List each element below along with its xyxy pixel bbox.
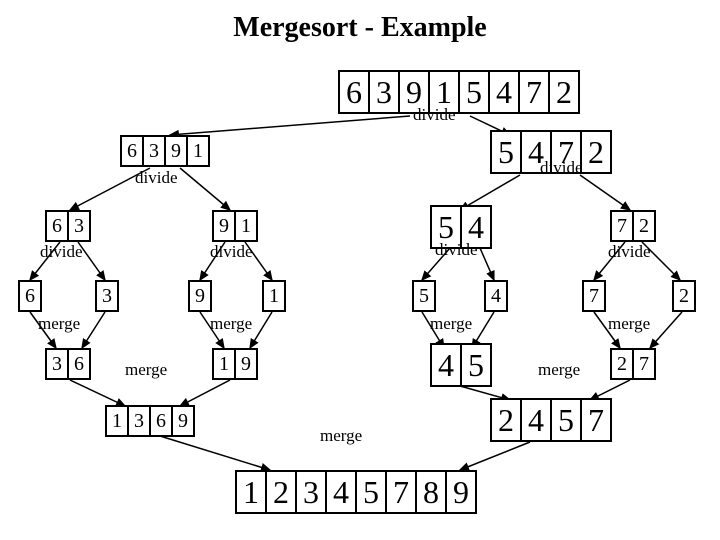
array-box-root: 63915472 xyxy=(338,70,580,114)
array-box-RRb: 2 xyxy=(672,280,696,312)
arrow xyxy=(180,380,230,406)
op-label-merge_RR: merge xyxy=(608,314,650,334)
cell: 2 xyxy=(267,472,297,512)
cell: 1 xyxy=(107,407,129,435)
array-box-LRa: 9 xyxy=(188,280,212,312)
cell: 3 xyxy=(144,137,166,165)
array-box-LLb: 3 xyxy=(95,280,119,312)
cell: 2 xyxy=(674,282,694,310)
cell: 7 xyxy=(612,212,634,240)
cell: 4 xyxy=(327,472,357,512)
array-box-RLa: 5 xyxy=(412,280,436,312)
array-box-RLb: 4 xyxy=(484,280,508,312)
cell: 6 xyxy=(151,407,173,435)
cell: 3 xyxy=(97,282,117,310)
cell: 3 xyxy=(129,407,151,435)
cell: 2 xyxy=(492,400,522,440)
op-label-divide_root: divide xyxy=(413,105,456,125)
cell: 9 xyxy=(447,472,475,512)
op-label-divide_RR: divide xyxy=(608,242,651,262)
cell: 9 xyxy=(190,282,210,310)
op-label-divide_L: divide xyxy=(135,168,178,188)
op-label-merge_final: merge xyxy=(320,426,362,446)
op-label-merge_R: merge xyxy=(538,360,580,380)
array-box-LRb: 1 xyxy=(262,280,286,312)
op-label-merge_LR: merge xyxy=(210,314,252,334)
array-box-mRR: 27 xyxy=(610,348,656,380)
arrow xyxy=(82,312,105,348)
arrow xyxy=(590,380,630,400)
array-box-LR: 91 xyxy=(212,210,258,242)
op-label-merge_RL: merge xyxy=(430,314,472,334)
cell: 5 xyxy=(492,132,522,172)
cell: 9 xyxy=(214,212,236,240)
arrow xyxy=(160,436,270,470)
cell: 7 xyxy=(582,400,610,440)
op-label-divide_LR: divide xyxy=(210,242,253,262)
cell: 5 xyxy=(357,472,387,512)
cell: 6 xyxy=(47,212,69,240)
arrow xyxy=(170,116,410,135)
cell: 1 xyxy=(264,282,284,310)
array-box-LL: 63 xyxy=(45,210,91,242)
op-label-divide_LL: divide xyxy=(40,242,83,262)
page-title: Mergesort - Example xyxy=(0,12,720,44)
cell: 4 xyxy=(486,282,506,310)
arrow xyxy=(460,442,530,470)
cell: 6 xyxy=(340,72,370,112)
cell: 6 xyxy=(20,282,40,310)
cell: 2 xyxy=(582,132,610,172)
cell: 7 xyxy=(584,282,604,310)
cell: 7 xyxy=(387,472,417,512)
cell: 3 xyxy=(370,72,400,112)
cell: 9 xyxy=(173,407,193,435)
op-label-divide_R: divide xyxy=(540,158,583,178)
arrow xyxy=(180,168,230,210)
arrow xyxy=(480,248,494,280)
cell: 2 xyxy=(634,212,654,240)
cell: 2 xyxy=(550,72,578,112)
cell: 2 xyxy=(612,350,634,378)
array-box-mR: 2457 xyxy=(490,398,612,442)
array-box-final: 12345789 xyxy=(235,470,477,514)
array-box-LLa: 6 xyxy=(18,280,42,312)
arrow xyxy=(580,175,630,210)
array-box-RRa: 7 xyxy=(582,280,606,312)
cell: 5 xyxy=(462,345,490,385)
arrow xyxy=(650,312,682,348)
op-label-merge_L: merge xyxy=(125,360,167,380)
cell: 9 xyxy=(236,350,256,378)
array-box-RR: 72 xyxy=(610,210,656,242)
cell: 3 xyxy=(69,212,89,240)
cell: 1 xyxy=(237,472,267,512)
cell: 7 xyxy=(634,350,654,378)
cell: 6 xyxy=(69,350,89,378)
arrow xyxy=(70,380,125,406)
array-box-L: 6391 xyxy=(120,135,210,167)
cell: 3 xyxy=(47,350,69,378)
cell: 5 xyxy=(552,400,582,440)
op-label-merge_LL: merge xyxy=(38,314,80,334)
cell: 8 xyxy=(417,472,447,512)
arrow xyxy=(250,312,272,348)
cell: 4 xyxy=(432,345,462,385)
cell: 6 xyxy=(122,137,144,165)
cell: 1 xyxy=(214,350,236,378)
cell: 4 xyxy=(522,400,552,440)
cell: 7 xyxy=(520,72,550,112)
cell: 4 xyxy=(490,72,520,112)
array-box-mLL: 36 xyxy=(45,348,91,380)
cell: 1 xyxy=(236,212,256,240)
cell: 9 xyxy=(166,137,188,165)
cell: 5 xyxy=(460,72,490,112)
array-box-mLR: 19 xyxy=(212,348,258,380)
array-box-mRL: 45 xyxy=(430,343,492,387)
cell: 3 xyxy=(297,472,327,512)
op-label-divide_RL: divide xyxy=(435,240,478,260)
array-box-mL: 1369 xyxy=(105,405,195,437)
cell: 5 xyxy=(414,282,434,310)
cell: 1 xyxy=(188,137,208,165)
